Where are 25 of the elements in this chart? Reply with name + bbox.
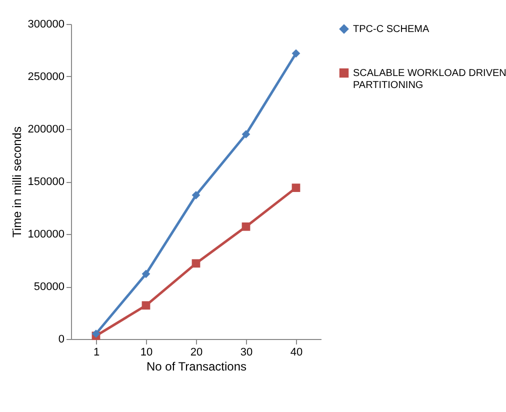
y-tick-label: 50000	[34, 281, 64, 293]
y-tick-label: 250000	[28, 71, 64, 83]
point	[142, 301, 150, 310]
x-tick-label: 30	[240, 346, 253, 358]
x-axis-title: No of Transactions	[146, 360, 247, 374]
y-axis-title: Time in milli seconds	[10, 126, 24, 238]
point	[292, 184, 300, 192]
legend-label: SCALABLE WORKLOAD DRIVEN PARTITIONING	[353, 68, 506, 91]
y-tick-label: 100000	[28, 228, 64, 240]
point	[192, 190, 200, 200]
x-tick-label: 1	[93, 346, 100, 358]
x-tick-label: 20	[190, 346, 203, 358]
point	[242, 222, 250, 231]
y-tick-label: 300000	[28, 18, 64, 30]
point	[192, 259, 200, 268]
y-tick-label: 150000	[28, 176, 64, 188]
point	[292, 49, 300, 58]
x-tick-label: 10	[140, 346, 153, 358]
y-tick-label: 0	[58, 334, 64, 346]
y-tick-label: 200000	[28, 124, 64, 136]
point	[242, 130, 250, 138]
point	[92, 330, 100, 338]
point	[142, 270, 150, 278]
legend-label: TPC-C SCHEMA	[353, 24, 430, 35]
x-tick-label: 40	[290, 346, 303, 358]
